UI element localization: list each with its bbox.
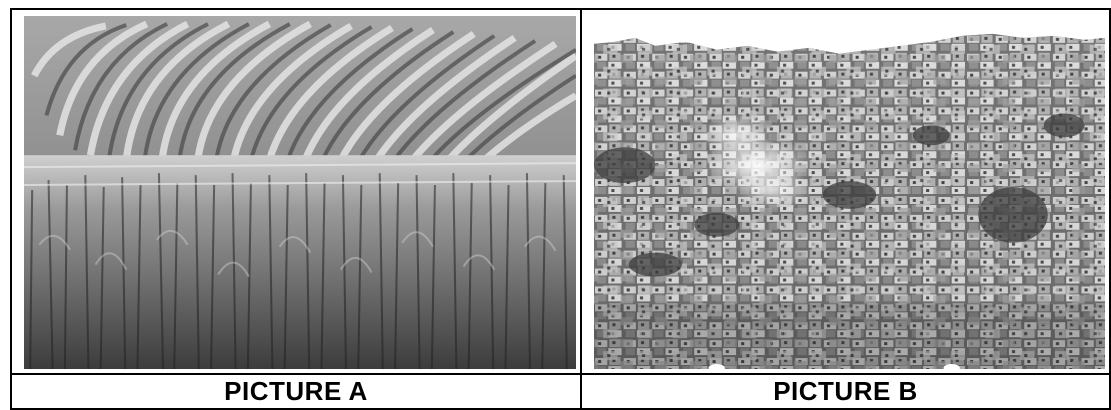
picture-a-caption: PICTURE A — [224, 376, 368, 406]
picture-b-caption-cell: PICTURE B — [582, 375, 1111, 410]
picture-b-image — [594, 16, 1105, 369]
corn-field-illustration — [24, 16, 576, 369]
hillside-houses-illustration — [594, 16, 1105, 369]
picture-a-caption-cell: PICTURE A — [12, 375, 582, 410]
picture-b-frame — [582, 10, 1111, 375]
picture-a-frame — [12, 10, 582, 375]
picture-a-image — [24, 16, 576, 369]
picture-grid: PICTURE A PICTURE B — [10, 8, 1111, 410]
picture-b-caption: PICTURE B — [773, 376, 918, 406]
